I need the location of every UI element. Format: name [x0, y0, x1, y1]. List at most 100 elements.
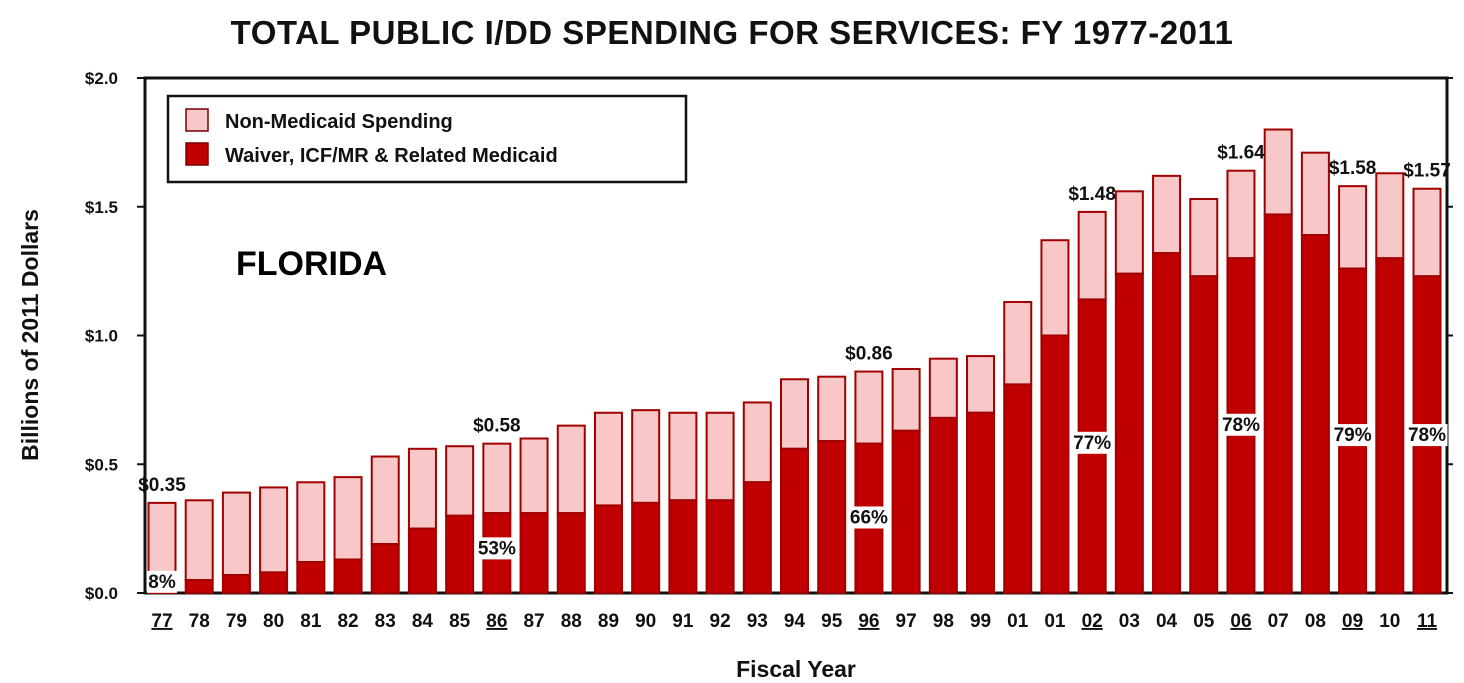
state-label: FLORIDA: [236, 245, 387, 283]
bar-non-medicaid: [1226, 169, 1256, 260]
bar-medicaid: [705, 499, 735, 594]
bar-non-medicaid: [407, 447, 437, 530]
bar-non-medicaid: [705, 411, 735, 502]
bar-medicaid: [1189, 275, 1219, 594]
bar-non-medicaid: [1300, 151, 1330, 237]
bar-non-medicaid: [333, 476, 363, 561]
x-tick-label: 86: [486, 611, 507, 632]
bar-non-medicaid: [221, 491, 251, 576]
total-label: $1.58: [1329, 158, 1377, 179]
x-tick-label: 90: [635, 611, 656, 632]
chart-title: TOTAL PUBLIC I/DD SPENDING FOR SERVICES:…: [230, 14, 1234, 51]
percent-label: 78%: [1408, 425, 1446, 446]
x-tick-label: 95: [821, 611, 843, 632]
legend: Non-Medicaid Spending Waiver, ICF/MR & R…: [166, 94, 688, 184]
bar-medicaid: [1152, 252, 1182, 594]
total-label: $1.48: [1068, 184, 1116, 205]
bar-medicaid: [780, 447, 809, 594]
bar-non-medicaid: [780, 378, 809, 450]
x-tick-label: 96: [858, 611, 879, 632]
bar-non-medicaid: [1412, 187, 1442, 278]
y-tick-label: $2.0: [85, 69, 118, 88]
x-tick-label: 10: [1379, 611, 1400, 632]
x-tick-label: 77: [151, 611, 172, 632]
annotations: $0.35 $0.58 $0.86 $1.48 $1.64 $1.58 $1.57 8% 53%…: [138, 143, 1451, 593]
legend-label-non-medicaid: Non-Medicaid Spending: [225, 111, 453, 133]
y-tick-label: $0.0: [85, 584, 118, 603]
x-tick-label: 88: [561, 611, 582, 632]
percent-label-bg: [1332, 424, 1374, 447]
total-label: $0.58: [473, 416, 521, 437]
x-tick-label: 83: [375, 611, 396, 632]
bar-medicaid: [184, 579, 214, 594]
x-tick-label: 81: [300, 611, 322, 632]
x-tick-label: 11: [1417, 611, 1438, 632]
percent-label: 78%: [1222, 415, 1260, 436]
x-tick-label: 01: [1044, 611, 1066, 632]
bar-medicaid: [259, 571, 289, 595]
bar-non-medicaid: [184, 499, 214, 582]
total-label: $0.35: [138, 475, 186, 496]
percent-label-bg: [1071, 431, 1113, 454]
y-axis-title: Billions of 2011 Dollars: [17, 209, 43, 461]
bar-non-medicaid: [482, 442, 512, 515]
bar-non-medicaid: [1263, 128, 1293, 216]
bar-medicaid: [445, 514, 475, 594]
x-tick-label: 99: [970, 611, 991, 632]
legend-label-medicaid: Waiver, ICF/MR & Related Medicaid: [225, 145, 558, 167]
total-label: $1.57: [1403, 161, 1451, 182]
x-tick-label: 91: [672, 611, 694, 632]
bar-medicaid: [370, 543, 400, 595]
bar-medicaid: [1375, 257, 1405, 594]
bar-non-medicaid: [1114, 190, 1144, 275]
bar-medicaid: [966, 411, 996, 594]
bar-non-medicaid: [742, 401, 772, 484]
x-tick-label: 98: [933, 611, 954, 632]
legend-swatch-medicaid: [185, 142, 209, 166]
bar-non-medicaid: [668, 411, 698, 502]
bar-medicaid: [631, 501, 661, 594]
bar-non-medicaid: [259, 486, 289, 574]
x-tick-label: 85: [449, 611, 471, 632]
legend-box: [166, 94, 688, 184]
percent-label: 77%: [1073, 433, 1111, 454]
x-tick-label: 79: [226, 611, 247, 632]
bar-non-medicaid: [631, 409, 661, 504]
x-tick-label: 07: [1268, 611, 1289, 632]
bar-medicaid: [593, 504, 623, 595]
bar-non-medicaid: [854, 370, 884, 445]
bar-medicaid: [668, 499, 698, 594]
total-label: $0.86: [845, 344, 893, 365]
percent-label: 79%: [1334, 425, 1372, 446]
bar-non-medicaid: [1338, 185, 1368, 270]
bar-non-medicaid: [1152, 174, 1182, 255]
x-tick-label: 80: [263, 611, 284, 632]
bar-medicaid: [928, 416, 958, 594]
total-label: $1.64: [1217, 143, 1265, 164]
x-tick-label: 02: [1082, 611, 1103, 632]
x-tick-label: 97: [896, 611, 917, 632]
bar-non-medicaid: [593, 411, 623, 507]
bar-medicaid: [742, 481, 772, 594]
x-axis-title: Fiscal Year: [736, 656, 856, 682]
bar-non-medicaid: [1040, 239, 1070, 337]
y-tick-label: $0.5: [85, 455, 118, 474]
bar-medicaid: [221, 573, 251, 594]
bar-medicaid: [407, 527, 437, 594]
bar-medicaid: [333, 558, 363, 595]
bar-medicaid: [1003, 383, 1033, 594]
bar-medicaid: [1040, 334, 1070, 594]
bar-medicaid: [296, 561, 326, 594]
x-tick-label: 94: [784, 611, 806, 632]
percent-label-bg: [1220, 413, 1262, 436]
bar-non-medicaid: [891, 367, 921, 432]
x-tick-label: 09: [1342, 611, 1363, 632]
bar-medicaid: [817, 440, 847, 595]
x-tick-label: 87: [523, 611, 544, 632]
bar-medicaid: [1114, 272, 1144, 594]
percent-label: 8%: [148, 572, 176, 593]
bar-non-medicaid: [966, 355, 996, 414]
bar-non-medicaid: [519, 437, 549, 515]
bar-non-medicaid: [370, 455, 400, 546]
percent-label-bg: [1406, 424, 1448, 447]
